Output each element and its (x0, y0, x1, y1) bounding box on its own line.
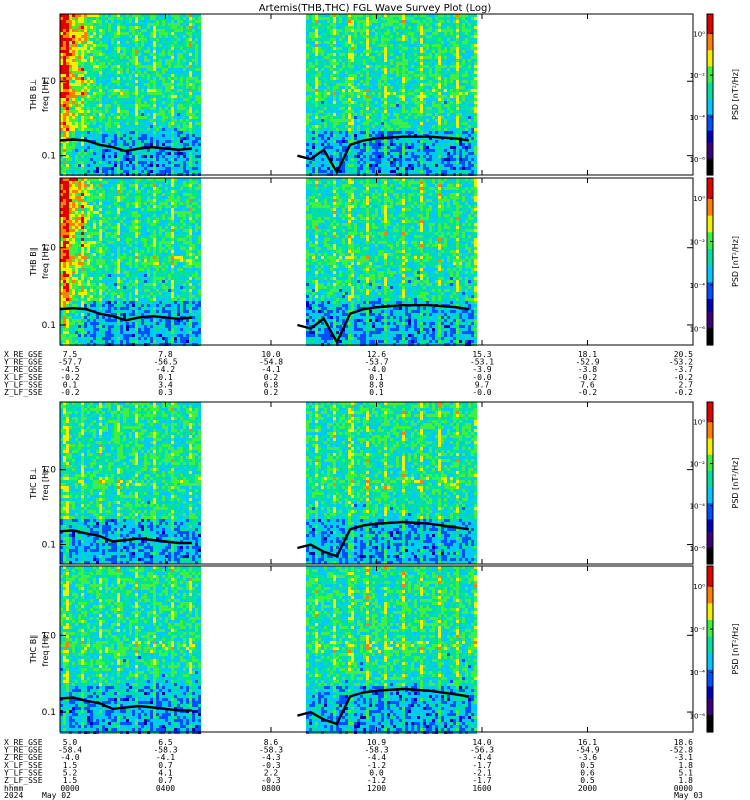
year-label: 2024 (4, 791, 23, 800)
date-label: May 02 (42, 791, 71, 800)
y-axis-label-freq: freq [Hz] (41, 632, 50, 667)
colorbar-tick-label: 10⁻² (690, 461, 706, 469)
colorbar-label: PSD [nT²/Hz] (731, 236, 740, 287)
colorbar-tick-label: 10⁻⁶ (690, 156, 706, 164)
y-axis-label-freq: freq [Hz] (41, 466, 50, 501)
y-axis-label-freq: freq [Hz] (41, 77, 50, 112)
y-tick-label: 0.1 (42, 321, 56, 331)
y-axis-label-probe: THC B∥ (29, 635, 38, 665)
ephemeris-value: 0.1 (369, 388, 384, 397)
colorbar-tick-label: 10⁰ (693, 195, 705, 203)
colorbar-label: PSD [nT²/Hz] (731, 69, 740, 120)
time-tick-label: 0800 (261, 784, 280, 793)
colorbar: 10⁰ 10⁻² 10⁻⁴ 10⁻⁶ PSD [nT²/Hz] (690, 14, 740, 176)
y-axis-label-freq: freq [Hz] (41, 244, 50, 279)
spectrogram-image (60, 178, 477, 346)
colorbar-label: PSD [nT²/Hz] (731, 624, 740, 675)
colorbar-tick-label: 10⁻⁴ (690, 282, 706, 290)
time-tick-label: 1200 (367, 784, 386, 793)
colorbar-tick-label: 10⁻⁶ (690, 712, 706, 720)
colorbar-tick-label: 10⁻⁶ (690, 545, 706, 553)
colorbar-tick-label: 10⁰ (693, 418, 705, 426)
colorbar-tick-label: 10⁻⁴ (690, 114, 706, 122)
y-tick-label: 0.1 (42, 152, 56, 162)
ephemeris-block: X_RE_GSE 5.0 6.5 8.6 10.9 14.0 16.1 18.6Y_RE_GS… (4, 738, 693, 785)
colorbar-label: PSD [nT²/Hz] (731, 458, 740, 509)
colorbar-tick-label: 10⁻⁴ (690, 503, 706, 511)
y-tick-label: 0.1 (42, 541, 56, 551)
spectrogram-image (60, 14, 477, 176)
y-axis-label-probe: THC B⊥ (29, 467, 38, 500)
ephemeris-block: X_RE_GSE 7.5 7.8 10.0 12.6 15.3 18.1 20.5Y_RE_G… (4, 350, 693, 397)
colorbar-tick-label: 10⁻² (690, 626, 706, 634)
colorbar-tick-label: 10⁻⁶ (690, 325, 706, 333)
time-tick-label: 1600 (472, 784, 491, 793)
colorbar: 10⁰ 10⁻² 10⁻⁴ 10⁻⁶ PSD [nT²/Hz] (690, 566, 740, 733)
ephemeris-row-label: Z_LF_SSE (4, 388, 43, 397)
chart-title: Artemis(THB,THC) FGL Wave Survey Plot (L… (259, 3, 492, 14)
colorbar-tick-label: 10⁰ (693, 30, 705, 38)
ephemeris-value: -0.2 (60, 388, 79, 397)
date-label: May 03 (674, 791, 703, 800)
colorbar-tick-label: 10⁻⁴ (690, 669, 706, 677)
ephemeris-value: 0.2 (264, 388, 279, 397)
y-axis-label-probe: THB B∥ (29, 247, 38, 276)
ephemeris-value: 0.3 (158, 388, 173, 397)
ephemeris-value: -0.0 (472, 388, 491, 397)
ephemeris-value: -0.2 (674, 388, 693, 397)
y-tick-label: 0.1 (42, 708, 56, 718)
colorbar: 10⁰ 10⁻² 10⁻⁴ 10⁻⁶ PSD [nT²/Hz] (690, 402, 740, 565)
time-tick-label: 2000 (578, 784, 597, 793)
colorbar-tick-label: 10⁻² (690, 72, 706, 80)
colorbar: 10⁰ 10⁻² 10⁻⁴ 10⁻⁶ PSD [nT²/Hz] (690, 178, 740, 346)
time-tick-label: 0400 (156, 784, 175, 793)
y-axis-label-probe: THB B⊥ (29, 79, 38, 111)
colorbar-tick-label: 10⁰ (693, 583, 705, 591)
colorbar-tick-label: 10⁻² (690, 238, 706, 246)
ephemeris-value: -0.2 (578, 388, 597, 397)
